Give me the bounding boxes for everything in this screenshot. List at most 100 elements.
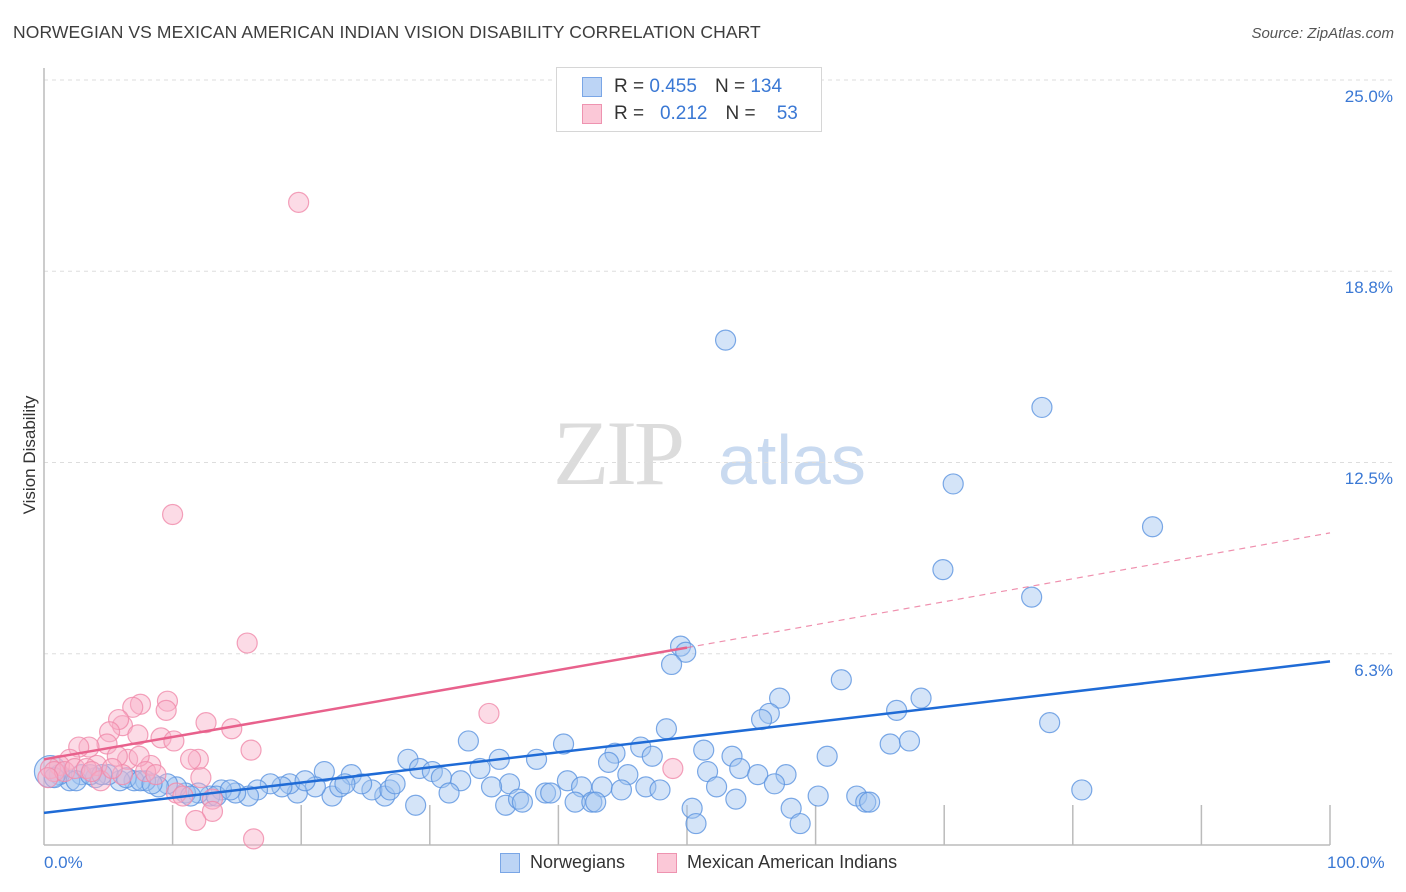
mexican-american-indians-point — [236, 632, 258, 654]
norwegians-point — [495, 794, 517, 816]
norwegians-point — [641, 745, 663, 767]
norwegians-swatch-icon — [500, 852, 520, 873]
mexican-american-indians-point — [163, 730, 185, 752]
norwegians-point — [1071, 779, 1093, 801]
y-tick-label: 12.5% — [1344, 469, 1393, 488]
y-axis-label: Vision Disability — [20, 395, 39, 515]
norwegians-point — [721, 745, 743, 767]
watermark-atlas: atlas — [718, 421, 866, 499]
r-value: 0.455 — [649, 76, 697, 97]
mexican-american-indians-point — [80, 760, 103, 783]
mexican-american-indians-point — [64, 757, 86, 780]
norwegians-point — [540, 782, 562, 804]
norwegians-point — [942, 473, 964, 495]
norwegians-point — [384, 773, 406, 795]
source-credit: Source: ZipAtlas.com — [1251, 25, 1394, 42]
mexican-american-indians-point — [243, 828, 265, 850]
pink-swatch-icon — [582, 104, 602, 124]
r-label: R = — [614, 103, 645, 124]
norwegians-point — [807, 785, 829, 807]
mexican-american-indians-point — [156, 690, 179, 712]
blue-swatch-icon — [582, 77, 602, 97]
mexican-american-indians-point — [37, 767, 59, 789]
norwegians-point — [405, 794, 427, 816]
norwegians-trend-line — [43, 660, 1331, 815]
norwegians-point — [1031, 396, 1053, 419]
norwegians-point — [879, 733, 901, 755]
watermark-zip: ZIP — [553, 402, 685, 504]
mexican-american-indians-point — [162, 503, 184, 526]
norwegians-point — [457, 730, 479, 752]
norwegians-point — [1141, 516, 1164, 538]
legend-mexican-american-indians: Mexican American Indians — [687, 852, 898, 872]
norwegians-point — [1021, 586, 1043, 608]
norwegians-point — [361, 779, 383, 801]
mexican-american-indians-point — [185, 809, 207, 832]
norwegians-point — [660, 653, 683, 676]
norwegians-point — [932, 558, 954, 581]
mexican-american-indians-point — [478, 702, 500, 725]
norwegians-point — [789, 812, 811, 835]
norwegians-point — [729, 757, 751, 780]
norwegians-point — [430, 767, 452, 789]
mexican-american-indians-trend-line — [43, 646, 688, 761]
y-tick-label: 25.0% — [1344, 87, 1393, 106]
norwegians-point — [1039, 711, 1061, 734]
mexican-american-indians-swatch-icon — [657, 852, 678, 873]
norwegians-point — [830, 669, 852, 691]
norwegians-point — [763, 773, 786, 795]
mexican-american-indians-point — [145, 764, 167, 786]
norwegians-point — [552, 733, 575, 755]
x-tick-label: 0.0% — [44, 853, 83, 872]
n-label: N = — [725, 103, 756, 124]
legend-norwegians: Norwegians — [530, 852, 626, 872]
mexican-american-indians-point — [187, 748, 209, 770]
norwegians-point — [585, 791, 607, 813]
norwegians-point — [725, 788, 747, 810]
norwegians-point — [649, 779, 671, 801]
mexican-american-indians-point — [111, 715, 134, 737]
y-tick-label: 18.8% — [1344, 278, 1393, 297]
mexican-american-indians-point — [195, 711, 217, 734]
norwegians-point — [511, 791, 533, 813]
y-tick-label: 6.3% — [1354, 661, 1393, 680]
mexican-american-indians-point — [101, 757, 123, 780]
r-value: 0.212 — [659, 103, 708, 124]
norwegians-point — [469, 757, 491, 780]
r-label: R = — [614, 76, 645, 97]
mexican-american-indians-point — [127, 724, 149, 746]
mexican-american-indians-point — [662, 757, 684, 780]
series-legend: Norwegians Mexican American Indians — [500, 852, 897, 873]
chart-title: NORWEGIAN VS MEXICAN AMERICAN INDIAN VIS… — [13, 22, 761, 42]
norwegians-point — [693, 739, 715, 761]
norwegians-point — [768, 687, 791, 709]
mexican-american-indians-trend-extrapolation — [686, 532, 1331, 649]
mexican-american-indians-point — [190, 767, 212, 789]
mexican-american-indians-point — [122, 696, 144, 718]
norwegians-point — [351, 773, 373, 795]
mexican-american-indians-point — [107, 708, 130, 731]
norwegians-point — [438, 782, 460, 804]
x-tick-label: 100.0% — [1327, 853, 1385, 872]
norwegians-point — [685, 812, 707, 835]
norwegians-point — [597, 751, 620, 773]
n-label: N = — [714, 76, 746, 97]
norwegians-point — [534, 782, 557, 804]
norwegians-point — [775, 764, 797, 786]
norwegians-point — [655, 718, 678, 740]
norwegians-point — [898, 730, 921, 752]
norwegians-point — [714, 329, 737, 351]
norwegians-point — [556, 770, 579, 792]
mexican-american-indians-point — [111, 764, 134, 786]
mexican-american-indians-point — [288, 191, 310, 213]
norwegians-point — [886, 699, 908, 721]
norwegians-point — [635, 776, 657, 798]
n-value: 134 — [750, 76, 783, 97]
mexican-american-indians-point — [155, 699, 177, 721]
norwegians-point — [705, 776, 728, 798]
norwegians-point — [507, 788, 530, 810]
legend-row-norwegians: R = 0.455 N = 134 — [582, 75, 782, 99]
legend-row-mexican-american-indians: R = 0.212 N = 53 — [582, 102, 798, 126]
norwegians-point — [747, 764, 769, 786]
